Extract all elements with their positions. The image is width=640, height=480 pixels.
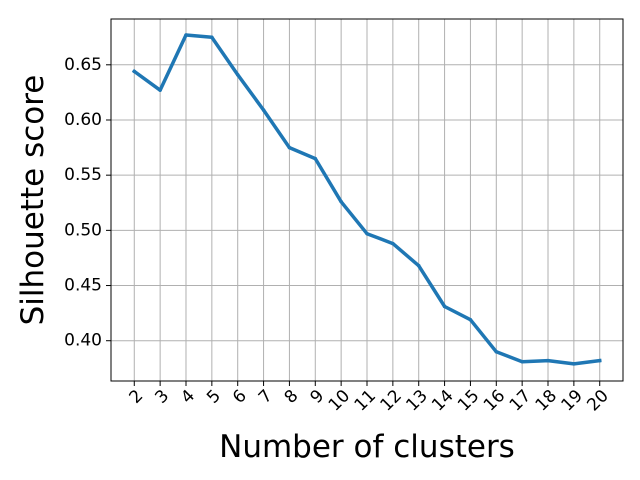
data-point <box>313 156 318 161</box>
x-axis-title: Number of clusters <box>219 429 515 465</box>
y-ticks: 0.40 0.45 0.50 0.55 0.60 0.65 <box>64 55 111 351</box>
data-point <box>235 72 240 77</box>
y-gridlines <box>111 64 623 342</box>
data-point <box>572 362 576 366</box>
data-point <box>132 69 137 74</box>
y-tick-label: 0.40 <box>64 331 102 351</box>
data-point <box>597 358 602 363</box>
data-point <box>365 231 369 236</box>
data-point <box>442 304 447 309</box>
data-point <box>468 317 473 322</box>
data-point <box>158 88 162 92</box>
data-point <box>210 35 214 39</box>
data-point <box>416 263 421 268</box>
data-point <box>287 145 292 150</box>
y-tick-label: 0.55 <box>64 165 102 185</box>
x-gridlines <box>133 19 601 381</box>
data-point <box>546 358 550 363</box>
y-axis-title: Silhouette score <box>15 75 51 326</box>
data-point <box>184 33 188 37</box>
data-point <box>391 241 395 246</box>
series-layer <box>131 33 602 366</box>
data-point <box>261 108 266 112</box>
y-tick-label: 0.45 <box>64 276 102 296</box>
data-point <box>339 199 343 204</box>
y-tick-label: 0.60 <box>64 110 102 130</box>
data-point <box>520 359 524 364</box>
y-tick-label: 0.65 <box>64 55 102 75</box>
y-tick-label: 0.50 <box>64 220 102 240</box>
data-point <box>494 350 499 354</box>
